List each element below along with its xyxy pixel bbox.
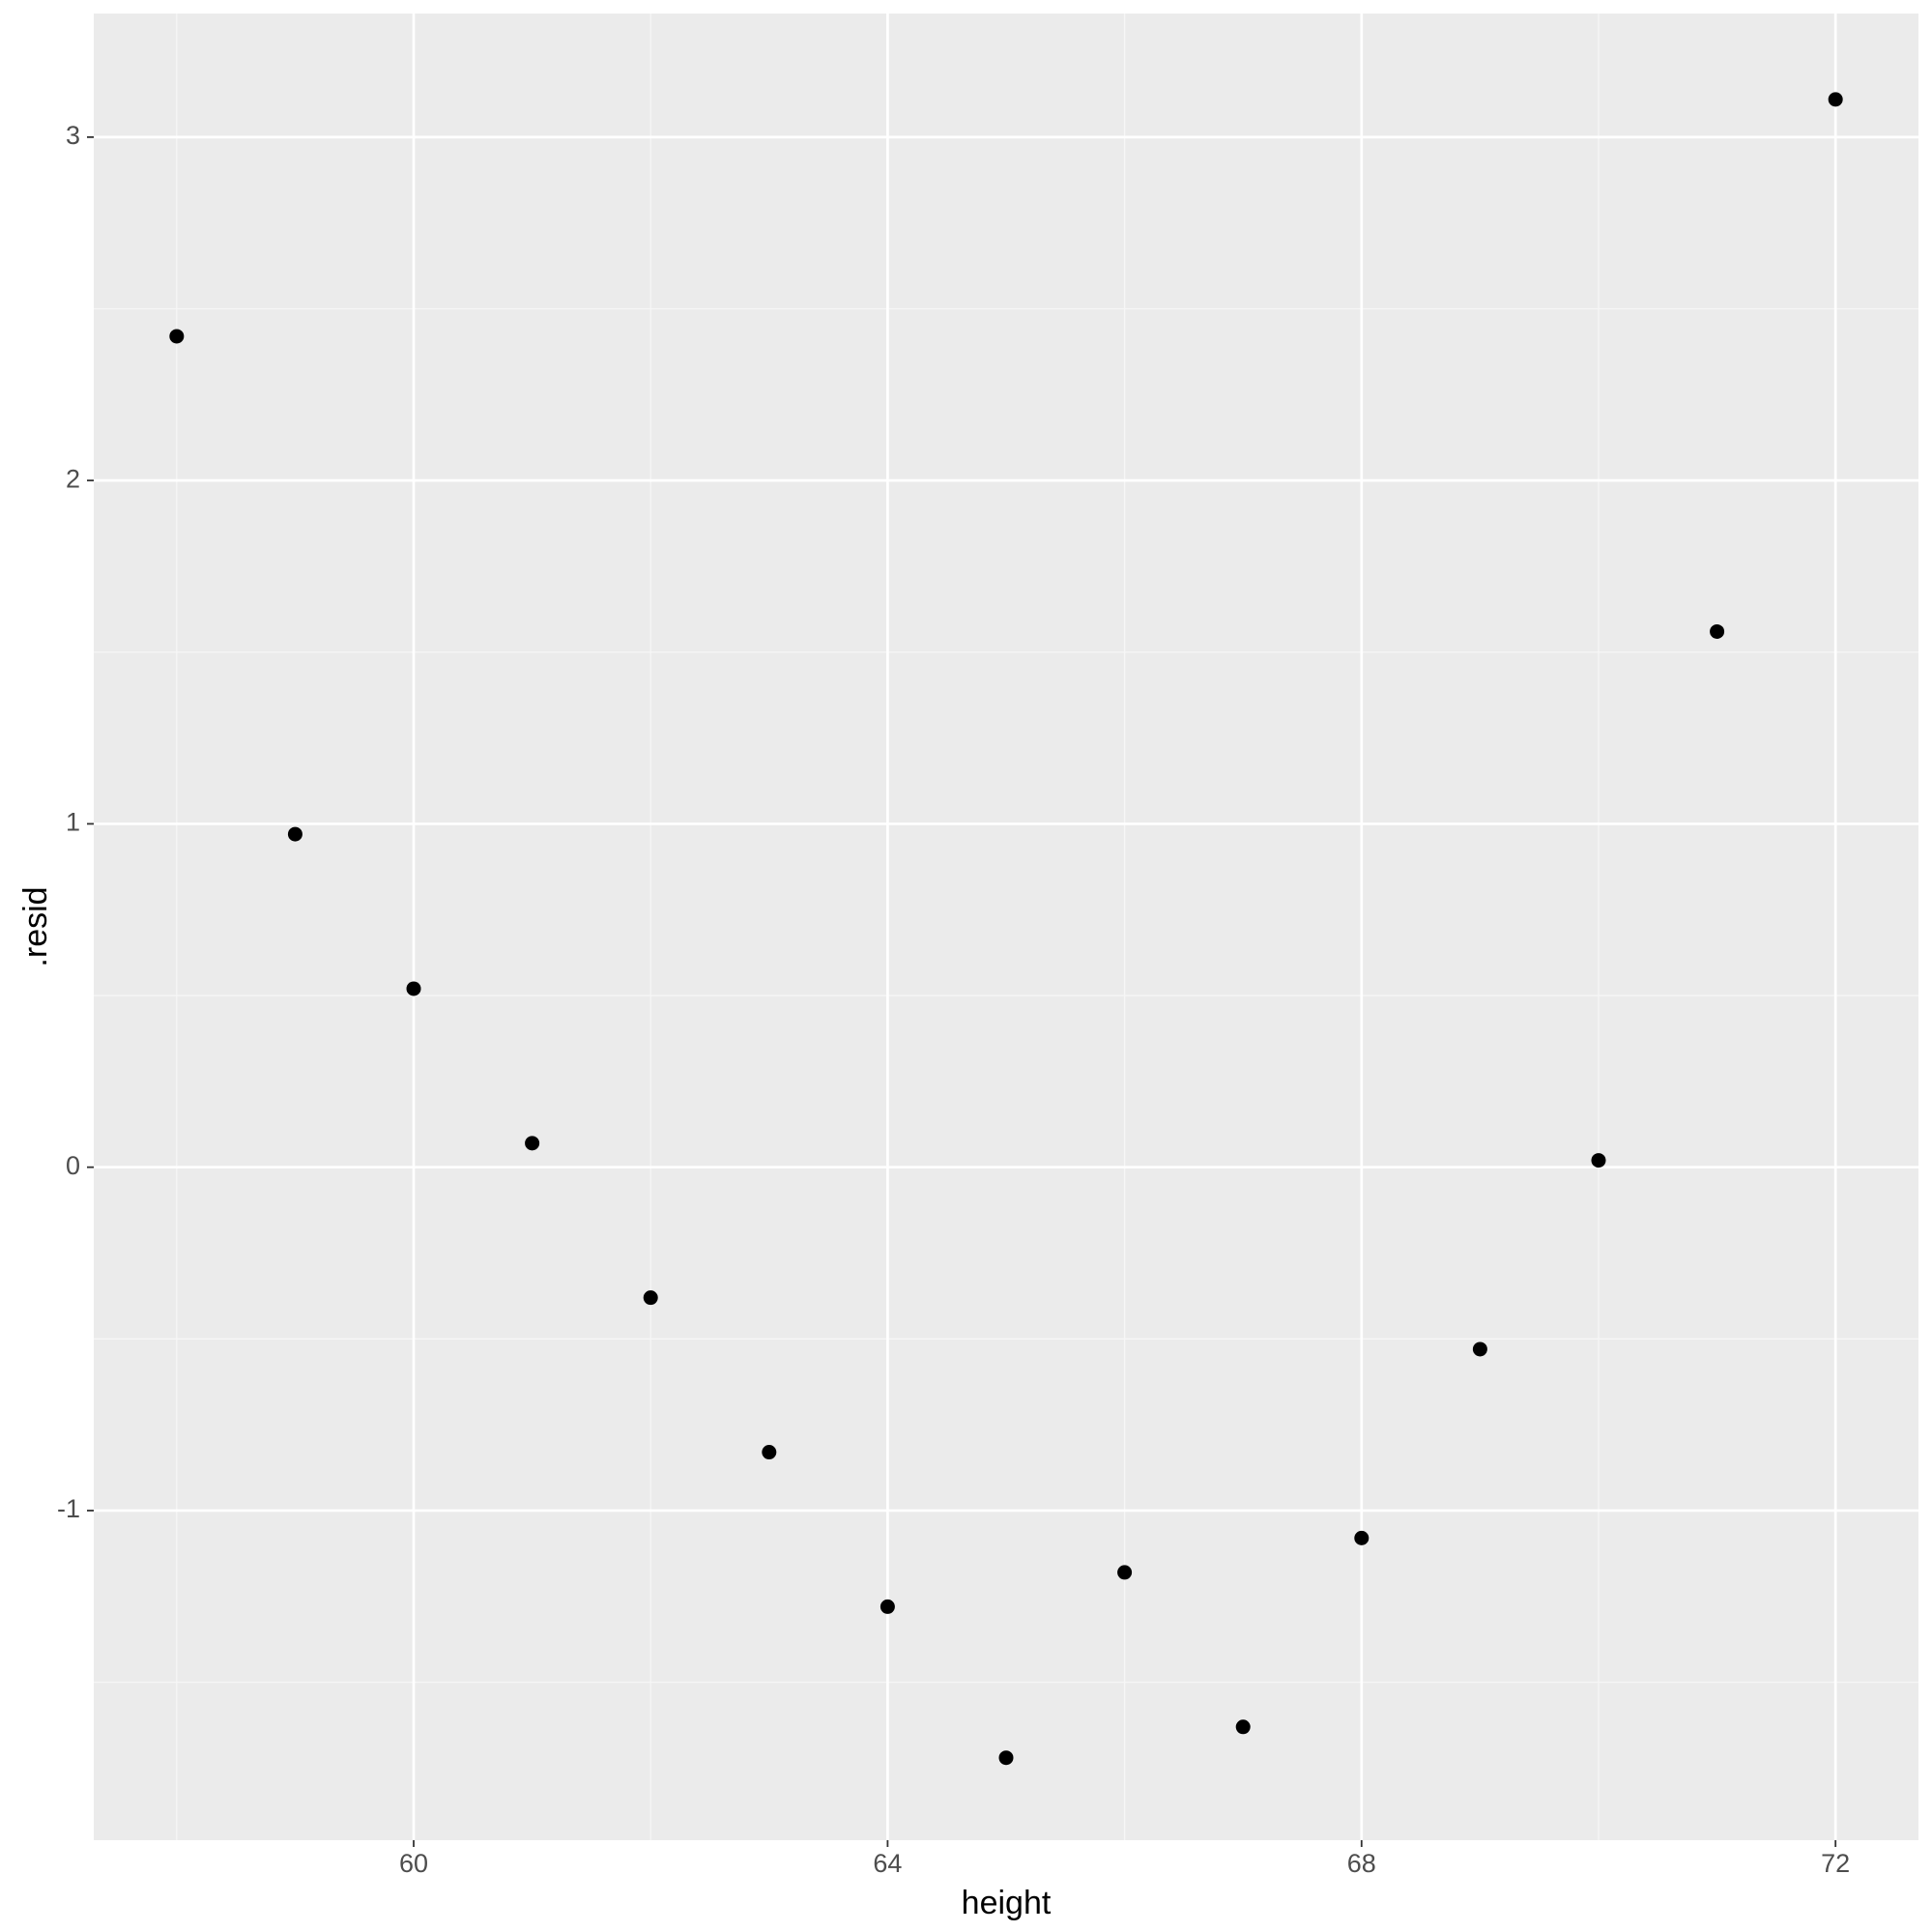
- y-tick-label: 0: [66, 1151, 80, 1180]
- data-point: [288, 827, 303, 842]
- y-tick-label: 3: [66, 121, 80, 150]
- data-point: [880, 1600, 895, 1614]
- scatter-chart: 60 64 68 72 -1 0 1 2 3 height .resid: [0, 0, 1932, 1932]
- data-point: [1829, 92, 1843, 106]
- y-tick-label: 1: [66, 808, 80, 837]
- data-point: [1710, 624, 1724, 639]
- x-tick-label: 64: [873, 1849, 902, 1878]
- data-point: [1117, 1565, 1132, 1579]
- data-point: [169, 329, 184, 343]
- data-point: [525, 1136, 539, 1150]
- x-tick-label: 72: [1821, 1849, 1850, 1878]
- data-point: [1473, 1341, 1487, 1356]
- data-point: [1354, 1531, 1369, 1545]
- data-point: [644, 1290, 658, 1305]
- data-point: [407, 981, 421, 995]
- data-point: [1236, 1719, 1251, 1734]
- chart-svg: 60 64 68 72 -1 0 1 2 3 height .resid: [0, 0, 1932, 1932]
- panel-background: [94, 14, 1918, 1840]
- data-point: [1591, 1153, 1605, 1168]
- y-tick-label: -1: [57, 1494, 80, 1523]
- x-tick-label: 60: [399, 1849, 428, 1878]
- data-point: [999, 1750, 1014, 1765]
- x-tick-label: 68: [1347, 1849, 1376, 1878]
- x-axis-title: height: [962, 1885, 1052, 1921]
- y-axis-title: .resid: [17, 886, 54, 966]
- data-point: [762, 1445, 776, 1459]
- y-tick-label: 2: [66, 464, 80, 493]
